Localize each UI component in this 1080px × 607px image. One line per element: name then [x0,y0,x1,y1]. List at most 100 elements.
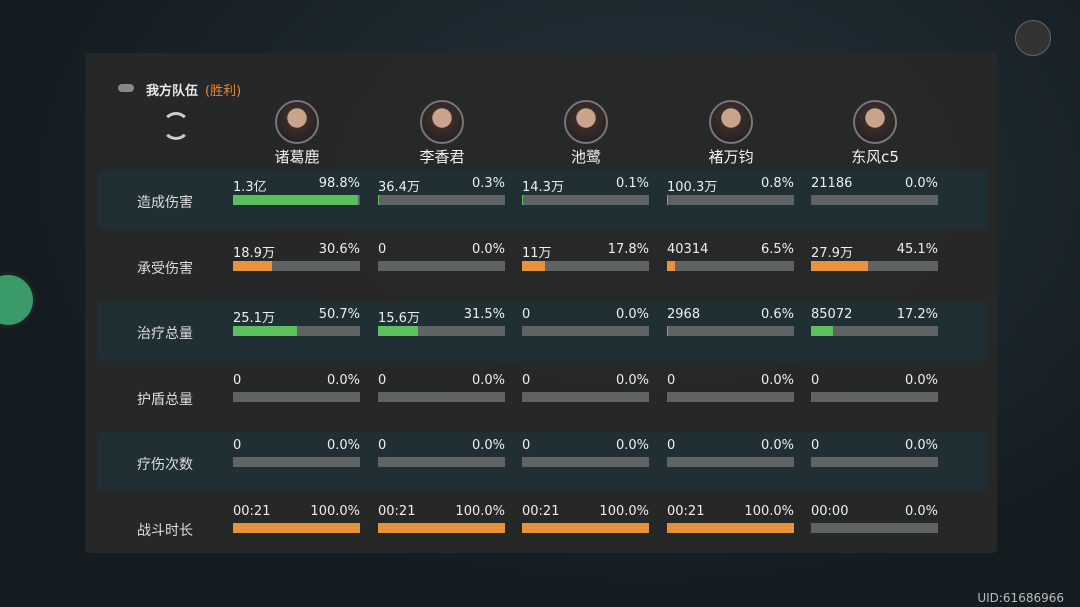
bar-track [811,457,938,467]
bar-track [378,326,505,336]
cell-share: 0.0% [471,438,505,453]
cell-value: 0 [522,372,531,388]
bar-track [378,260,505,271]
cell-value: 0 [378,438,387,453]
bar-track [811,522,938,533]
row-label: 战斗时长 [137,522,193,539]
row-label: 疗伤次数 [137,457,193,473]
swap-icon[interactable] [162,112,190,140]
bar-track [811,195,938,205]
bar [811,260,869,271]
cell-share: 0.0% [326,372,360,388]
bar-track [667,195,794,205]
bar [378,522,505,533]
bar [233,326,298,336]
cell-value: 0 [378,241,387,257]
bar-track [522,195,649,205]
cell-value: 00:21 [667,503,705,519]
toggle-icon[interactable] [118,84,134,92]
bar-track [522,326,649,336]
bar-track [667,457,794,467]
avatar [709,100,753,144]
bar [233,195,359,205]
bar-track [522,522,649,533]
cell-value: 21186 [811,176,853,191]
cell-share: 0.0% [904,372,938,388]
cell-value: 0 [233,372,242,388]
row-label: 造成伤害 [137,195,193,211]
cell-share: 0.0% [904,503,938,519]
cell-value: 27.9万 [811,245,853,261]
cell-value: 0 [522,307,531,322]
uid: UID:61686966 [977,591,1064,605]
bar [667,195,669,205]
row-label: 护盾总量 [137,391,193,408]
bar-track [811,391,938,402]
cell-share: 0.0% [615,438,649,453]
bar [378,326,418,336]
bar [667,260,676,271]
avatar [853,100,897,144]
bar-track [233,522,360,533]
character-name: 池鹭 [570,148,601,166]
row-label: 治疗总量 [137,326,193,342]
cell-share: 0.8% [760,176,794,191]
cell-value: 0 [811,372,820,388]
cell-value: 0 [233,438,242,453]
bar [522,522,649,533]
cell-value: 0 [667,372,676,388]
bar-track [378,522,505,533]
stats-button[interactable] [1015,20,1051,56]
cell-value: 0 [667,438,676,453]
cell-share: 0.0% [904,176,938,191]
bar [233,260,272,271]
avatar [420,100,464,144]
bar [811,326,833,336]
bar-track [233,391,360,402]
bar-track [667,522,794,533]
cell-share: 0.0% [615,307,649,322]
bar-track [522,260,649,271]
cell-share: 50.7% [318,307,360,322]
cell-value: 00:21 [378,503,416,519]
cell-share: 31.5% [463,307,505,322]
avatar [275,100,319,144]
bar-track [233,457,360,467]
cell-value: 25.1万 [233,311,275,326]
cell-value: 15.6万 [378,311,420,326]
bar [522,260,545,271]
cell-value: 14.3万 [522,180,564,195]
row-label: 承受伤害 [137,260,193,277]
cell-share: 17.2% [896,307,938,322]
bar-track [811,260,938,271]
cell-share: 0.0% [471,241,505,257]
bar [233,522,360,533]
bar-track [378,391,505,402]
bar-track [522,457,649,467]
cell-value: 0 [811,438,820,453]
bar-track [233,260,360,271]
side-button[interactable] [0,272,36,328]
character-name: 李香君 [419,148,465,166]
bar-track [667,260,794,271]
cell-share: 100.0% [455,503,505,519]
cell-value: 1.3亿 [233,180,267,195]
bar-track [378,195,505,205]
character-name: 褚万钧 [708,148,754,166]
cell-share: 98.8% [318,176,360,191]
result: (胜利) [205,84,242,99]
cell-share: 17.8% [607,241,649,257]
cell-share: 100.0% [310,503,360,519]
cell-value: 40314 [667,241,709,257]
cell-share: 100.0% [744,503,794,519]
cell-value: 0 [522,438,531,453]
bar-track [378,457,505,467]
team-title: 我方队伍 [146,84,199,99]
bar [667,326,668,336]
character-name: 东风c5 [851,148,899,166]
cell-share: 0.0% [760,372,794,388]
cell-share: 0.6% [760,307,794,322]
cell-value: 100.3万 [667,180,718,195]
cell-value: 85072 [811,307,853,322]
